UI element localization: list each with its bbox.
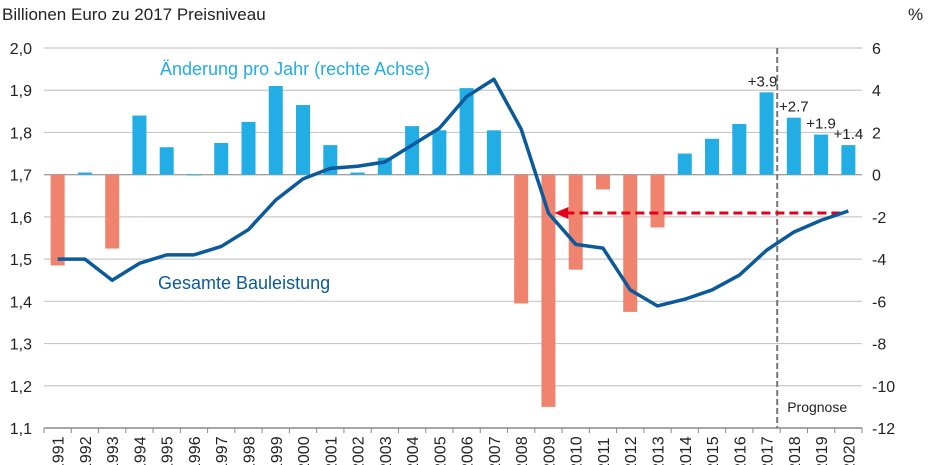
x-tick-label: 2013 [651, 436, 668, 465]
x-tick-label: 2004 [405, 436, 422, 465]
right-tick-label: -2 [872, 210, 886, 227]
line-path [57, 77, 849, 308]
right-tick-label: -4 [872, 252, 886, 269]
right-tick-label: -6 [872, 294, 886, 311]
bar-1994 [132, 115, 147, 175]
bar-2013 [650, 174, 665, 228]
x-tick-label: 2001 [323, 436, 340, 465]
bar-2018 [786, 117, 801, 175]
bar-2015 [705, 138, 720, 175]
x-axis: 1991 1992 1993 1994 1995 1996 1997 1998 1999 2000… [43, 427, 863, 465]
bar-2004 [405, 126, 420, 175]
bar-2000 [296, 105, 311, 175]
x-tick-label: 1993 [105, 436, 122, 465]
arrowhead [554, 206, 569, 219]
bar-2020 [841, 145, 856, 175]
left-tick-label: 1,6 [10, 210, 32, 227]
left-tick-label: 2,0 [10, 41, 32, 58]
bar-2011 [595, 174, 610, 190]
left-axis-title: Billionen Euro zu 2017 Preisniveau [2, 5, 266, 24]
bar-1995 [159, 147, 174, 175]
bar-2017 [759, 92, 774, 175]
left-tick-label: 1,2 [10, 379, 32, 396]
annotations: Prognose +3.9+2.7+1.9+1.4 [554, 48, 863, 428]
line-series [57, 77, 849, 308]
data-label: +2.7 [779, 99, 809, 116]
x-tick-label: 1991 [51, 436, 68, 465]
left-axis: 1,1 1,2 1,3 1,4 1,5 1,6 1,7 1,8 1,9 2,0 [10, 41, 32, 438]
x-tick-label: 2016 [732, 436, 749, 465]
right-axis: -12 -10 -8 -6 -4 -2 0 2 4 6 [872, 41, 895, 438]
bars [50, 86, 856, 407]
x-tick-label: 2007 [487, 436, 504, 465]
right-tick-label: 6 [872, 41, 881, 58]
x-tick-label: 1997 [214, 436, 231, 465]
left-tick-label: 1,3 [10, 337, 32, 354]
x-tick-label: 2014 [678, 436, 695, 465]
x-tick-label: 2012 [623, 436, 640, 465]
right-axis-title: % [908, 5, 923, 24]
left-tick-label: 1,4 [10, 294, 32, 311]
x-tick-label: 2020 [841, 436, 858, 465]
bar-2006 [459, 88, 474, 175]
x-tick-label: 2018 [787, 436, 804, 465]
right-tick-label: 0 [872, 168, 881, 185]
right-tick-label: 2 [872, 125, 881, 142]
x-tick-label: 1996 [187, 436, 204, 465]
left-tick-label: 1,8 [10, 125, 32, 142]
x-tick-label: 1994 [132, 436, 149, 465]
left-tick-label: 1,1 [10, 421, 32, 438]
x-tick-label: 1992 [78, 436, 95, 465]
bar-1992 [77, 172, 92, 175]
forecast-label: Prognose [787, 399, 847, 415]
x-tick-label: 2008 [514, 436, 531, 465]
x-tick-label: 2002 [351, 436, 368, 465]
bars-series-label: Änderung pro Jahr (rechte Achse) [160, 59, 430, 79]
left-tick-label: 1,7 [10, 168, 32, 185]
data-label: +3.9 [748, 73, 778, 90]
bar-2014 [677, 153, 692, 175]
bar-2010 [568, 174, 583, 270]
x-tick-label: 2003 [378, 436, 395, 465]
right-tick-label: -10 [872, 379, 895, 396]
x-tick-label: 2011 [596, 437, 613, 465]
line-series-label: Gesamte Bauleistung [158, 273, 330, 293]
bar-1991 [50, 174, 65, 266]
bar-1996 [186, 174, 201, 176]
bar-2008 [514, 174, 529, 304]
right-tick-label: -12 [872, 421, 895, 438]
data-label: +1.4 [834, 126, 864, 143]
x-tick-label: 2017 [760, 436, 777, 465]
bar-2005 [432, 130, 447, 175]
x-tick-label: 1999 [269, 436, 286, 465]
bar-2016 [732, 124, 747, 175]
x-tick-label: 2019 [814, 436, 831, 465]
gridlines [44, 47, 862, 387]
right-tick-label: 4 [872, 83, 881, 100]
data-label: +1.9 [806, 116, 836, 133]
bar-2007 [486, 130, 501, 175]
x-tick-label: 2010 [569, 436, 586, 465]
bar-2009 [541, 174, 556, 407]
x-tick-label: 2006 [460, 436, 477, 465]
x-tick-label: 2009 [541, 436, 558, 465]
x-tick-label: 1998 [242, 436, 259, 465]
x-tick-label: 2005 [432, 436, 449, 465]
right-tick-label: -8 [872, 337, 886, 354]
left-tick-label: 1,9 [10, 83, 32, 100]
bar-1993 [105, 174, 120, 249]
x-tick-label: 2000 [296, 436, 313, 465]
x-tick-label: 1995 [160, 436, 177, 465]
bar-1998 [241, 121, 256, 175]
x-tick-label: 2015 [705, 436, 722, 465]
left-tick-label: 1,5 [10, 252, 32, 269]
bar-2002 [350, 172, 365, 175]
bar-2012 [623, 174, 638, 312]
bar-1997 [214, 143, 229, 175]
bar-1999 [268, 86, 283, 175]
bar-2019 [814, 134, 829, 175]
